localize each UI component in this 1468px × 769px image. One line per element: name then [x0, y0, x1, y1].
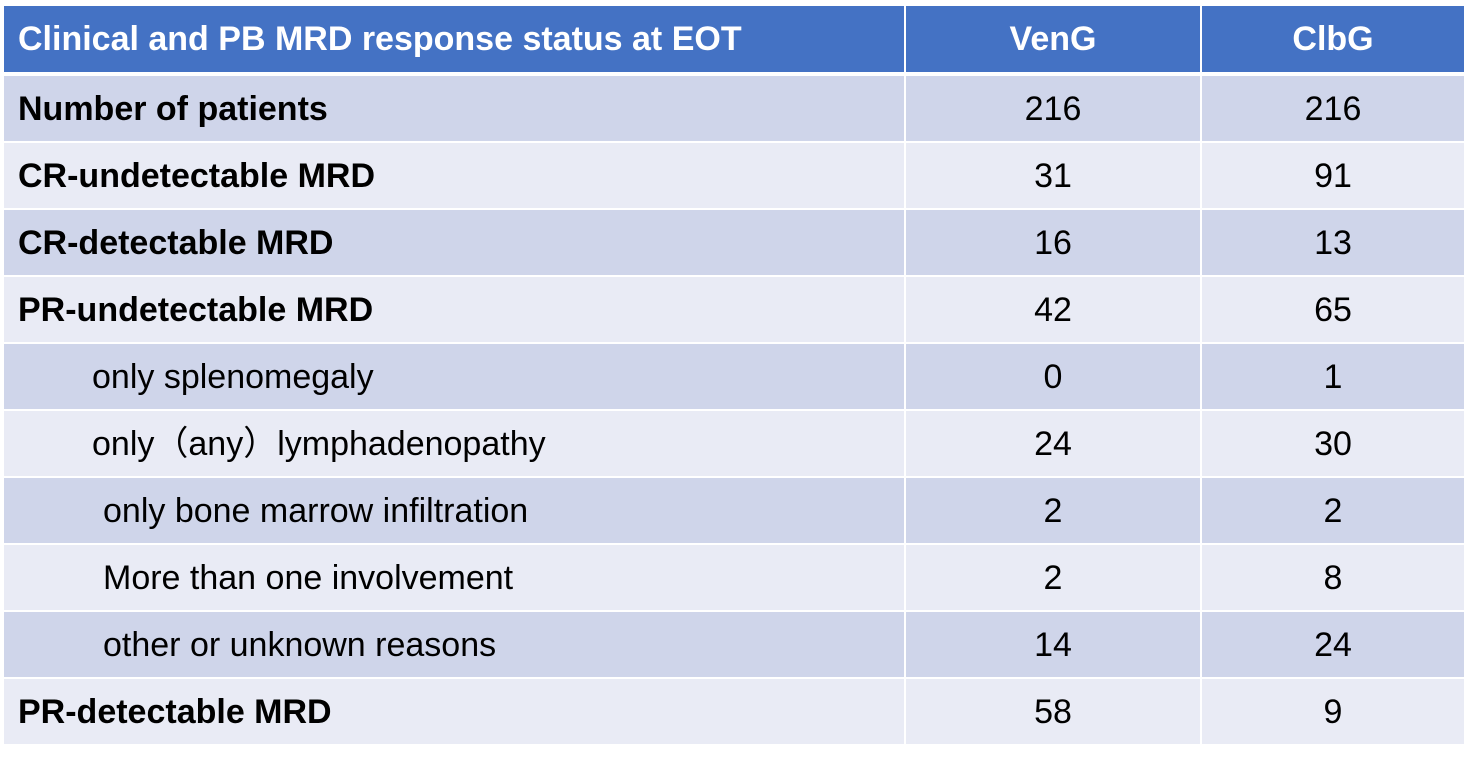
table-row: only splenomegaly 0 1 — [2, 342, 1466, 411]
row-label: Number of patients — [2, 73, 906, 143]
clbg-value: 30 — [1200, 409, 1466, 478]
response-table-container: Clinical and PB MRD response status at E… — [2, 4, 1466, 746]
row-label: PR-detectable MRD — [2, 677, 906, 746]
clbg-value: 9 — [1200, 677, 1466, 746]
clbg-value: 2 — [1200, 476, 1466, 545]
row-label: PR-undetectable MRD — [2, 275, 906, 344]
clbg-value: 1 — [1200, 342, 1466, 411]
veng-value: 16 — [904, 208, 1202, 277]
row-label: CR-undetectable MRD — [2, 141, 906, 210]
veng-value: 2 — [904, 476, 1202, 545]
table-row: PR-undetectable MRD 42 65 — [2, 275, 1466, 344]
header-veng: VenG — [904, 4, 1202, 76]
clbg-value: 8 — [1200, 543, 1466, 612]
veng-value: 31 — [904, 141, 1202, 210]
table-header: Clinical and PB MRD response status at E… — [2, 4, 1466, 76]
table-row: only（any）lymphadenopathy 24 30 — [2, 409, 1466, 478]
clbg-value: 65 — [1200, 275, 1466, 344]
table-row: only bone marrow infiltration 2 2 — [2, 476, 1466, 545]
header-clbg: ClbG — [1200, 4, 1466, 76]
veng-value: 42 — [904, 275, 1202, 344]
row-label: only splenomegaly — [2, 342, 906, 411]
row-label: only bone marrow infiltration — [2, 476, 906, 545]
veng-value: 14 — [904, 610, 1202, 679]
table-row: CR-undetectable MRD 31 91 — [2, 141, 1466, 210]
table-row: PR-detectable MRD 58 9 — [2, 677, 1466, 746]
row-label: More than one involvement — [2, 543, 906, 612]
table-row: More than one involvement 2 8 — [2, 543, 1466, 612]
row-label: only（any）lymphadenopathy — [2, 409, 906, 478]
veng-value: 58 — [904, 677, 1202, 746]
veng-value: 216 — [904, 73, 1202, 143]
response-status-table: Clinical and PB MRD response status at E… — [2, 4, 1466, 746]
clbg-value: 91 — [1200, 141, 1466, 210]
clbg-value: 216 — [1200, 73, 1466, 143]
table-row: CR-detectable MRD 16 13 — [2, 208, 1466, 277]
clbg-value: 13 — [1200, 208, 1466, 277]
clbg-value: 24 — [1200, 610, 1466, 679]
table-row: Number of patients 216 216 — [2, 73, 1466, 143]
table-row: other or unknown reasons 14 24 — [2, 610, 1466, 679]
row-label: CR-detectable MRD — [2, 208, 906, 277]
row-label: other or unknown reasons — [2, 610, 906, 679]
header-row: Clinical and PB MRD response status at E… — [2, 4, 1466, 76]
veng-value: 0 — [904, 342, 1202, 411]
veng-value: 2 — [904, 543, 1202, 612]
table-body: Number of patients 216 216 CR-undetectab… — [2, 73, 1466, 746]
veng-value: 24 — [904, 409, 1202, 478]
header-response-status: Clinical and PB MRD response status at E… — [2, 4, 906, 76]
